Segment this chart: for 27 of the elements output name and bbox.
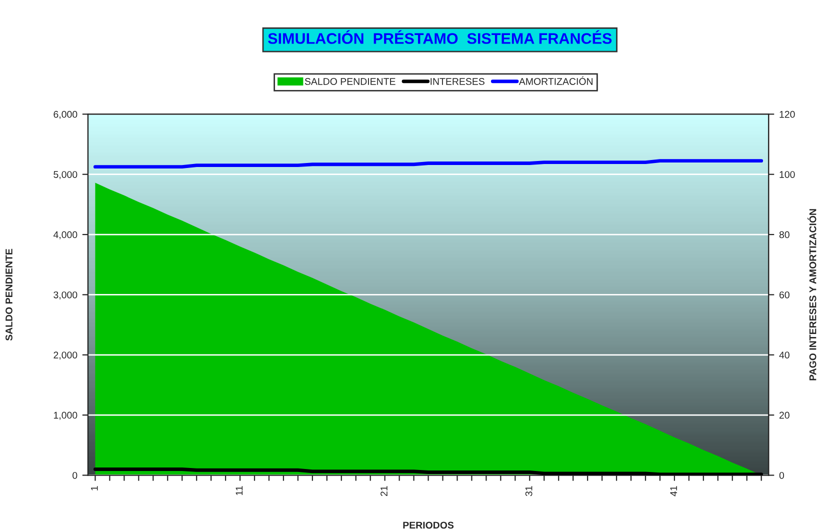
y-tick-label: 4,000 — [53, 231, 78, 240]
y-tick-label: 6,000 — [54, 110, 78, 119]
legend-label: INTERESES — [430, 78, 484, 85]
x-tick-label: 41 — [670, 486, 677, 496]
x-tick-label: 11 — [236, 486, 243, 496]
y-tick-label: 3,000 — [54, 291, 78, 300]
y2-tick-label: 60 — [779, 291, 790, 298]
y-tick-label: 5,000 — [54, 171, 78, 180]
legend-label: AMORTIZACIÓN — [518, 76, 592, 85]
y2-axis-title: PAGO INTERESES Y AMORTIZACIÓN — [808, 209, 816, 380]
y2-tick-label: 80 — [779, 231, 790, 238]
y-tick-label: 1,000 — [54, 412, 78, 420]
y2-tick-label: 100 — [780, 171, 795, 178]
line-series — [93, 159, 764, 169]
chart-title: SIMULACIÓN PRÉSTAMO SISTEMA FRANCÉS — [268, 30, 612, 44]
y2-tick-label: 40 — [779, 352, 790, 359]
x-tick-label: 1 — [91, 486, 98, 490]
y2-tick-label: 20 — [779, 412, 790, 419]
y2-tick-label: 0 — [779, 472, 784, 479]
y-axis-title: SALDO PENDIENTE — [6, 248, 12, 341]
x-axis-title: PERIODOS — [403, 522, 454, 529]
x-tick-label: 21 — [380, 486, 388, 496]
y2-tick-label: 120 — [780, 110, 795, 118]
y-tick-label: 2,000 — [54, 352, 78, 360]
x-tick-label: 31 — [525, 486, 532, 496]
y-tick-label: 0 — [72, 472, 78, 479]
legend-label: SALDO PENDIENTE — [304, 78, 396, 85]
